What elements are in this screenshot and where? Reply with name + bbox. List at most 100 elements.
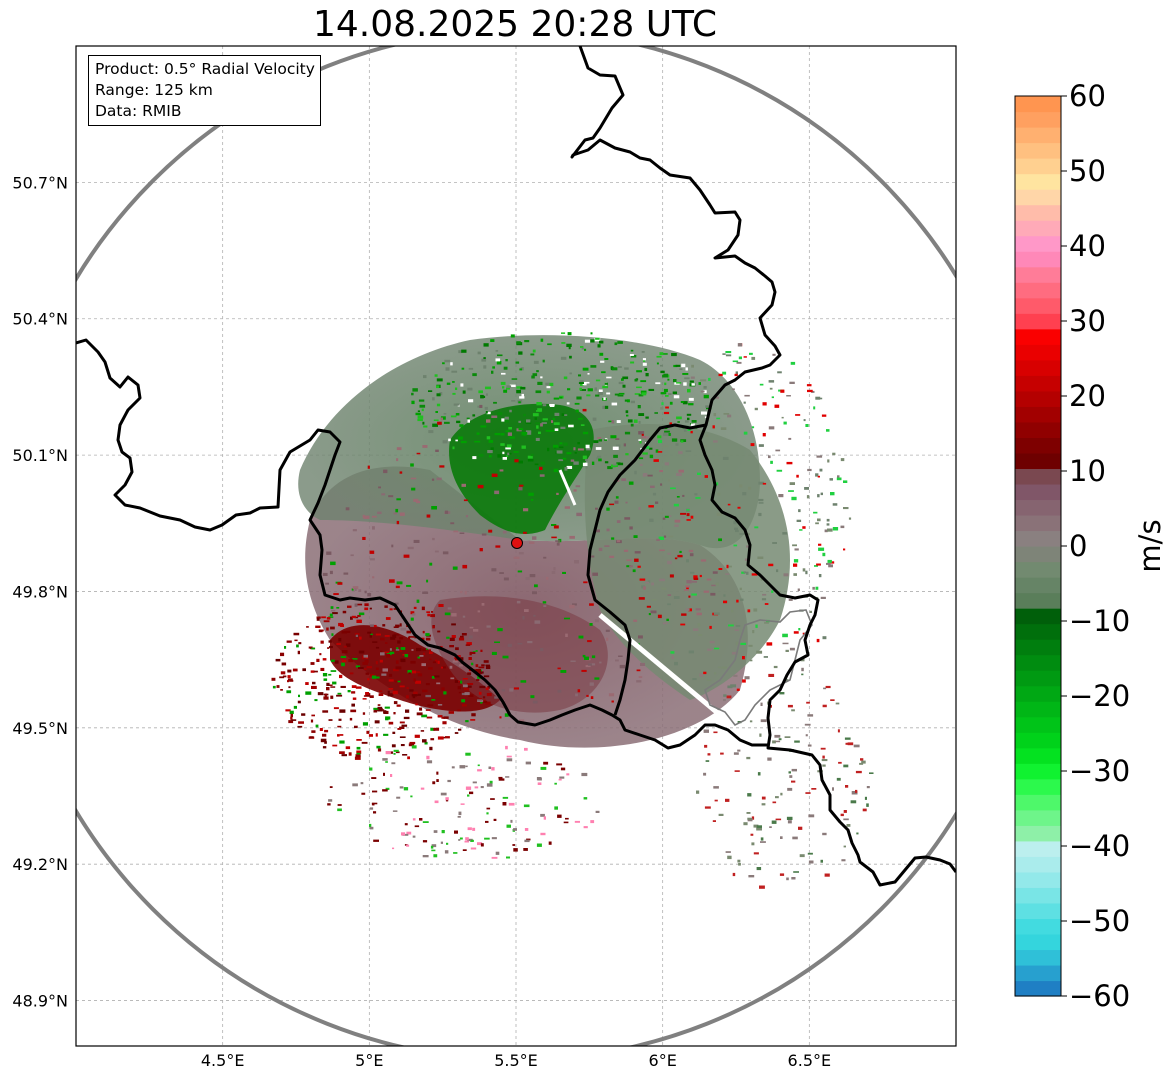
echo-speckle <box>669 422 673 425</box>
echo-speckle <box>629 565 633 568</box>
echo-speckle <box>581 347 584 350</box>
echo-speckle <box>392 634 397 638</box>
echo-speckle <box>480 786 484 789</box>
echo-speckle <box>727 414 732 418</box>
echo-speckle <box>569 604 575 609</box>
echo-speckle <box>686 509 690 511</box>
echo-speckle <box>349 672 354 675</box>
echo-speckle <box>437 736 444 740</box>
echo-speckle <box>771 396 774 399</box>
echo-speckle <box>793 573 797 576</box>
echo-speckle <box>282 675 287 678</box>
echo-speckle <box>415 680 421 684</box>
echo-maroon-area <box>431 596 608 713</box>
echo-speckle <box>321 616 326 619</box>
echo-speckle <box>547 447 550 452</box>
echo-speckle <box>793 563 798 567</box>
echo-speckle <box>403 787 409 791</box>
echo-speckle <box>319 728 323 731</box>
echo-speckle <box>436 385 439 389</box>
echo-speckle <box>786 461 793 465</box>
echo-speckle <box>477 676 482 679</box>
radar-site-marker[interactable] <box>511 537 523 549</box>
echo-speckle <box>418 399 425 402</box>
echo-speckle <box>287 675 291 679</box>
echo-speckle <box>395 660 399 664</box>
echo-speckle <box>461 699 466 703</box>
echo-speckle <box>504 416 509 421</box>
echo-speckle <box>803 419 806 422</box>
echo-speckle <box>357 615 361 617</box>
echo-speckle <box>641 392 647 396</box>
echo-speckle <box>641 585 645 589</box>
echo-speckle <box>525 430 532 433</box>
echo-speckle <box>402 754 408 756</box>
echo-speckle <box>691 593 697 596</box>
echo-speckle <box>393 701 398 705</box>
echo-speckle <box>826 518 830 522</box>
echo-speckle <box>706 434 709 437</box>
echo-speckle <box>380 652 385 656</box>
echo-speckle <box>385 751 391 755</box>
echo-speckle <box>411 392 414 396</box>
echo-speckle <box>328 640 332 643</box>
echo-speckle <box>434 659 438 663</box>
echo-speckle <box>633 419 638 423</box>
echo-speckle <box>322 746 327 749</box>
colorbar-swatch <box>1015 840 1061 857</box>
echo-speckle <box>388 679 394 682</box>
echo-speckle <box>646 605 651 608</box>
echo-speckle <box>549 404 555 406</box>
echo-speckle <box>638 439 642 441</box>
echo-speckle <box>789 775 793 778</box>
echo-speckle <box>625 501 628 504</box>
colorbar-swatch <box>1015 127 1061 144</box>
echo-speckle <box>497 454 502 458</box>
echo-speckle <box>733 544 738 547</box>
echo-speckle <box>422 445 428 448</box>
echo-speckle <box>663 388 668 393</box>
echo-speckle <box>634 558 639 562</box>
echo-speckle <box>581 669 587 672</box>
echo-speckle <box>354 725 358 729</box>
echo-speckle <box>603 397 606 400</box>
echo-speckle <box>812 586 815 590</box>
echo-speckle <box>477 671 483 675</box>
echo-speckle <box>566 452 572 455</box>
echo-speckle <box>469 651 476 654</box>
echo-speckle <box>476 432 480 435</box>
echo-speckle <box>554 428 559 431</box>
echo-speckle <box>822 764 826 767</box>
echo-speckle <box>506 758 513 762</box>
echo-speckle <box>630 400 635 404</box>
echo-speckle <box>589 603 594 606</box>
echo-speckle <box>813 511 818 514</box>
echo-speckle <box>484 837 490 840</box>
longitude-ticks: 4.5°E 5°E 5.5°E 6°E 6.5°E <box>201 1051 831 1070</box>
echo-speckle <box>698 634 703 636</box>
echo-speckle <box>334 660 339 664</box>
echo-speckle <box>516 341 521 344</box>
echo-speckle <box>280 671 286 675</box>
echo-speckle <box>661 353 668 355</box>
echo-speckle <box>479 671 484 674</box>
echo-speckle <box>637 405 641 409</box>
echo-speckle <box>830 492 835 496</box>
echo-speckle <box>427 613 431 617</box>
echo-speckle <box>768 673 775 677</box>
echo-speckle <box>751 426 755 429</box>
echo-speckle <box>540 423 543 427</box>
echo-speckle <box>607 466 613 470</box>
echo-speckle <box>567 388 571 391</box>
echo-speckle <box>425 683 430 686</box>
echo-speckle <box>758 512 762 517</box>
echo-speckle <box>758 481 765 485</box>
echo-speckle <box>388 495 394 498</box>
echo-speckle <box>647 474 653 477</box>
colorbar-swatch <box>1015 778 1061 795</box>
echo-speckle <box>445 799 449 802</box>
echo-speckle <box>360 782 364 785</box>
echo-speckle <box>829 561 835 564</box>
